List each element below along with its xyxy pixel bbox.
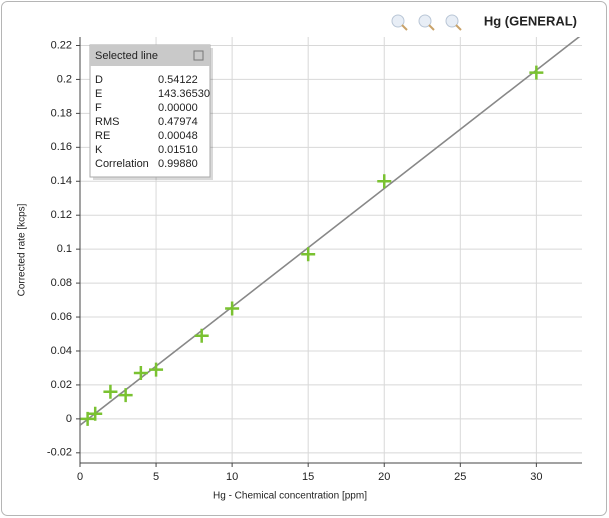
stat-value: 143.36530 <box>158 88 210 100</box>
zoom-handle <box>455 24 462 31</box>
stat-value: 0.00000 <box>158 102 198 114</box>
y-tick-label: 0.02 <box>51 379 72 391</box>
data-point <box>88 406 103 421</box>
stats-box: Selected line D 0.54122 E 143.36530 F 0.00000… <box>89 44 213 180</box>
stat-value: 0.00048 <box>158 130 198 142</box>
stat-label: K <box>95 144 103 156</box>
stat-label: Correlation <box>95 158 149 170</box>
data-point <box>80 411 95 426</box>
stat-value: 0.47974 <box>158 116 198 128</box>
zoom-handle <box>428 24 435 31</box>
stat-label: RE <box>95 130 110 142</box>
y-tick-label: 0.04 <box>51 345 72 357</box>
y-tick-label: 0.08 <box>51 277 72 289</box>
zoom-out-icon[interactable] <box>445 14 459 28</box>
y-axis-label: Corrected rate [kcps] <box>17 203 28 296</box>
chart-title: Hg (GENERAL) <box>484 13 577 28</box>
x-tick-label: 5 <box>153 471 159 483</box>
x-tick-label: 10 <box>226 471 238 483</box>
stat-label: E <box>95 88 102 100</box>
box-header <box>90 45 210 66</box>
data-point <box>149 362 164 377</box>
stat-value: 0.01510 <box>158 144 198 156</box>
fit-line <box>80 37 581 426</box>
y-tick-label: 0.06 <box>51 311 72 323</box>
data-point <box>301 247 316 262</box>
box-icon[interactable] <box>193 50 204 61</box>
data-point <box>225 301 240 316</box>
y-tick-label: 0.18 <box>51 107 72 119</box>
x-tick-label: 15 <box>302 471 314 483</box>
y-tick-label: 0.14 <box>51 175 72 187</box>
y-tick-label: 0.2 <box>57 73 72 85</box>
x-tick-label: 25 <box>454 471 466 483</box>
stat-label: D <box>95 74 103 86</box>
stat-value: 0.54122 <box>158 74 198 86</box>
zoom-handle <box>401 24 408 31</box>
x-tick-label: 30 <box>530 471 542 483</box>
stat-label: RMS <box>95 116 119 128</box>
y-tick-label: 0.12 <box>51 209 72 221</box>
y-tick-label: 0.1 <box>57 243 72 255</box>
x-tick-label: 20 <box>378 471 390 483</box>
data-point <box>529 65 544 80</box>
data-point <box>194 328 209 343</box>
data-point <box>118 388 133 403</box>
zoom-tools[interactable] <box>391 14 462 31</box>
x-tick-label: 0 <box>77 471 83 483</box>
zoom-icon[interactable] <box>391 14 405 28</box>
data-point <box>377 174 392 189</box>
y-tick-label: 0.22 <box>51 39 72 51</box>
y-tick-label: 0 <box>66 413 72 425</box>
box-title: Selected line <box>95 50 158 62</box>
stat-value: 0.99880 <box>158 158 198 170</box>
y-tick-label: 0.16 <box>51 141 72 153</box>
zoom-in-icon[interactable] <box>418 14 432 28</box>
stat-label: F <box>95 102 102 114</box>
data-point <box>103 384 118 399</box>
y-tick-label: -0.02 <box>47 447 72 459</box>
data-point <box>133 366 148 381</box>
x-axis-label: Hg - Chemical concentration [ppm] <box>213 491 367 502</box>
